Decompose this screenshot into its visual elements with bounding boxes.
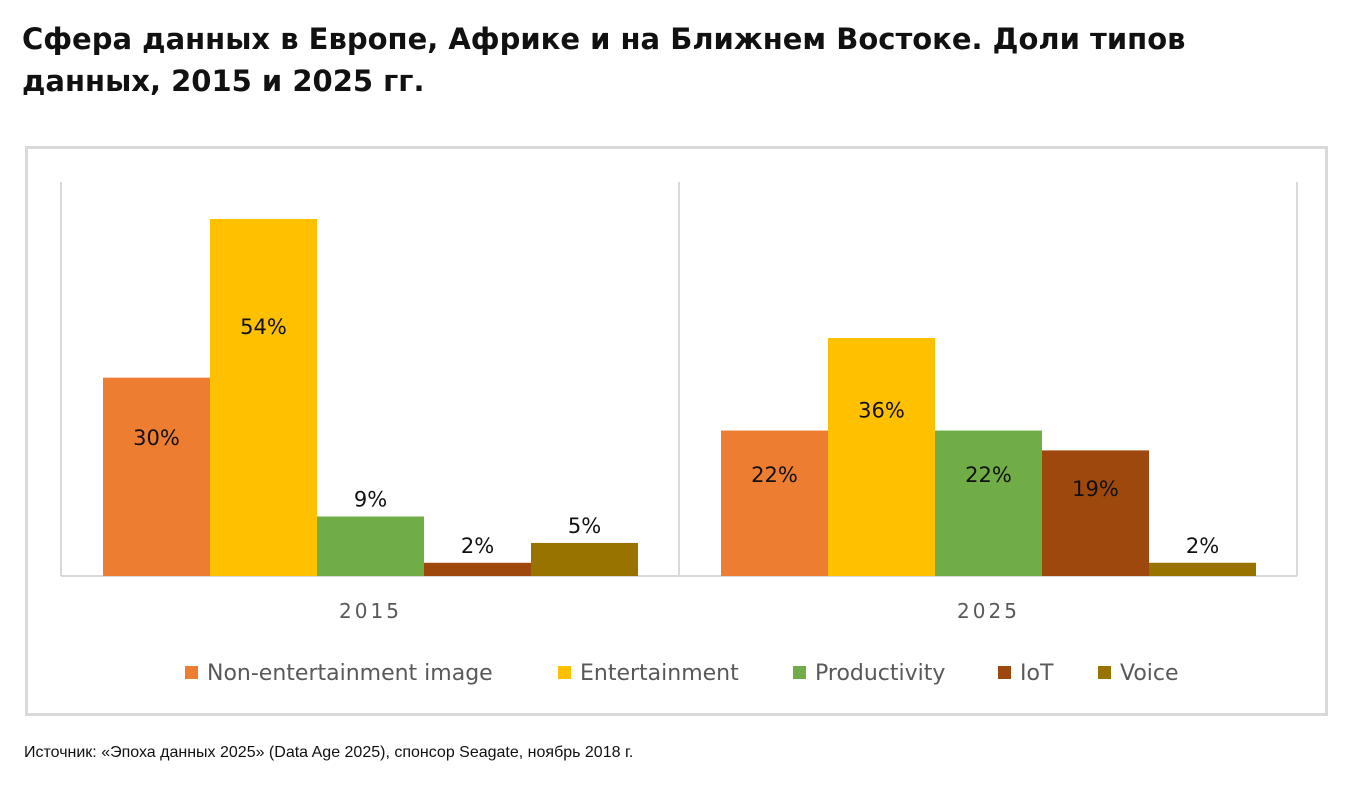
data-label-2015-4: 5% — [568, 514, 601, 538]
bar-2015-3 — [424, 562, 531, 576]
data-label-2025-3: 19% — [1072, 477, 1119, 501]
bar-2025-0 — [721, 430, 828, 576]
data-label-2025-1: 36% — [858, 398, 905, 422]
legend-label-2: Productivity — [815, 661, 945, 686]
bar-2025-3 — [1042, 450, 1149, 576]
bar-2015-1 — [210, 219, 317, 576]
x-tick-label-2015: 2015 — [339, 599, 402, 623]
legend-label-4: Voice — [1120, 661, 1179, 686]
source-note: Источник: «Эпоха данных 2025» (Data Age … — [24, 744, 634, 761]
legend-swatch-0 — [185, 666, 198, 679]
data-label-2015-0: 30% — [133, 426, 180, 450]
chart-title: Сфера данных в Европе, Африке и на Ближн… — [22, 22, 1186, 98]
legend-swatch-3 — [998, 666, 1011, 679]
legend-swatch-2 — [793, 666, 806, 679]
x-tick-label-2025: 2025 — [957, 599, 1020, 623]
data-label-2015-2: 9% — [354, 488, 387, 512]
data-label-2015-1: 54% — [240, 315, 287, 339]
legend-swatch-4 — [1098, 666, 1111, 679]
bar-2015-0 — [103, 377, 210, 576]
bar-2015-4 — [531, 542, 638, 576]
bar-2025-1 — [828, 338, 935, 576]
data-label-2025-0: 22% — [751, 463, 798, 487]
data-label-2015-3: 2% — [461, 534, 494, 558]
legend-label-3: IoT — [1020, 661, 1054, 686]
bar-2015-2 — [317, 516, 424, 576]
legend-label-1: Entertainment — [580, 661, 739, 686]
data-label-2025-2: 22% — [965, 463, 1012, 487]
legend-swatch-1 — [558, 666, 571, 679]
data-label-2025-4: 2% — [1186, 534, 1219, 558]
bar-2025-2 — [935, 430, 1042, 576]
bar-2025-4 — [1149, 562, 1256, 576]
legend-label-0: Non-entertainment image — [207, 661, 493, 686]
